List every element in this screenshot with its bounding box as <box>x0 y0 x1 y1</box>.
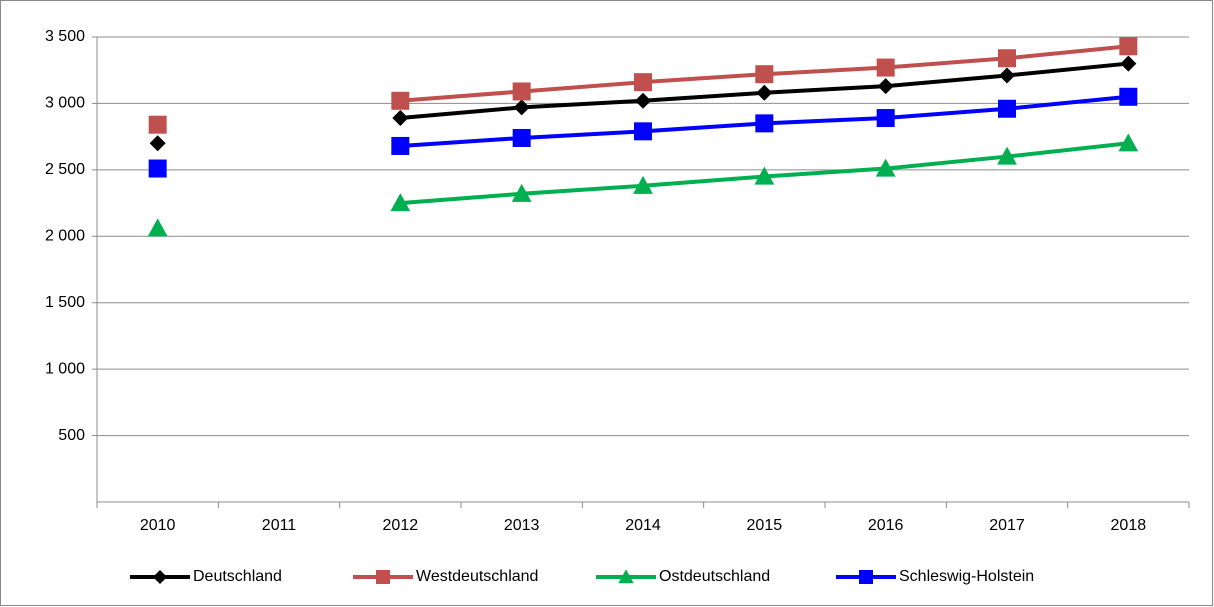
marker <box>511 183 532 202</box>
y-tick-label: 3 000 <box>45 95 85 112</box>
marker <box>635 92 651 109</box>
marker <box>634 73 652 92</box>
y-tick-label: 500 <box>58 427 85 444</box>
marker <box>148 115 167 134</box>
marker <box>512 128 531 147</box>
marker <box>876 58 895 77</box>
marker <box>148 159 167 178</box>
marker <box>998 49 1016 68</box>
legend-label: Schleswig-Holstein <box>899 568 1034 585</box>
marker <box>754 166 775 185</box>
marker <box>147 218 168 237</box>
x-tick-label: 2010 <box>140 517 176 534</box>
marker <box>876 109 895 128</box>
marker <box>997 146 1017 165</box>
marker <box>1119 87 1138 106</box>
x-tick-label: 2017 <box>989 517 1025 534</box>
legend-label: Deutschland <box>193 568 282 585</box>
marker <box>877 78 894 95</box>
y-tick-label: 1 500 <box>45 294 85 311</box>
marker <box>756 84 773 101</box>
marker <box>634 122 652 141</box>
legend-label: Ostdeutschland <box>659 568 770 585</box>
y-tick-label: 2 500 <box>45 161 85 178</box>
marker <box>149 135 166 152</box>
marker <box>391 91 410 110</box>
x-tick-label: 2018 <box>1111 517 1147 534</box>
marker <box>875 158 896 177</box>
x-tick-label: 2015 <box>747 517 783 534</box>
marker <box>1120 55 1137 72</box>
legend-marker <box>618 569 634 584</box>
legend-marker <box>153 570 167 584</box>
x-tick-label: 2016 <box>868 517 904 534</box>
y-tick-label: 2 000 <box>45 228 85 245</box>
marker <box>1118 133 1139 152</box>
marker <box>392 110 409 127</box>
marker <box>633 175 653 194</box>
legend-label: Westdeutschland <box>416 568 538 585</box>
marker <box>391 136 410 155</box>
legend-marker <box>859 570 873 584</box>
marker <box>512 82 531 101</box>
x-tick-label: 2011 <box>262 517 297 534</box>
marker <box>513 99 530 116</box>
y-tick-label: 1 000 <box>45 360 85 377</box>
x-tick-label: 2014 <box>625 517 661 534</box>
y-tick-label: 3 500 <box>45 28 85 45</box>
x-tick-label: 2013 <box>504 517 540 534</box>
legend-marker <box>376 570 390 584</box>
marker <box>1119 37 1138 56</box>
x-tick-label: 2012 <box>383 517 419 534</box>
marker <box>390 193 411 212</box>
marker <box>755 114 774 133</box>
marker <box>998 99 1016 118</box>
marker <box>999 67 1015 84</box>
marker <box>755 65 774 84</box>
